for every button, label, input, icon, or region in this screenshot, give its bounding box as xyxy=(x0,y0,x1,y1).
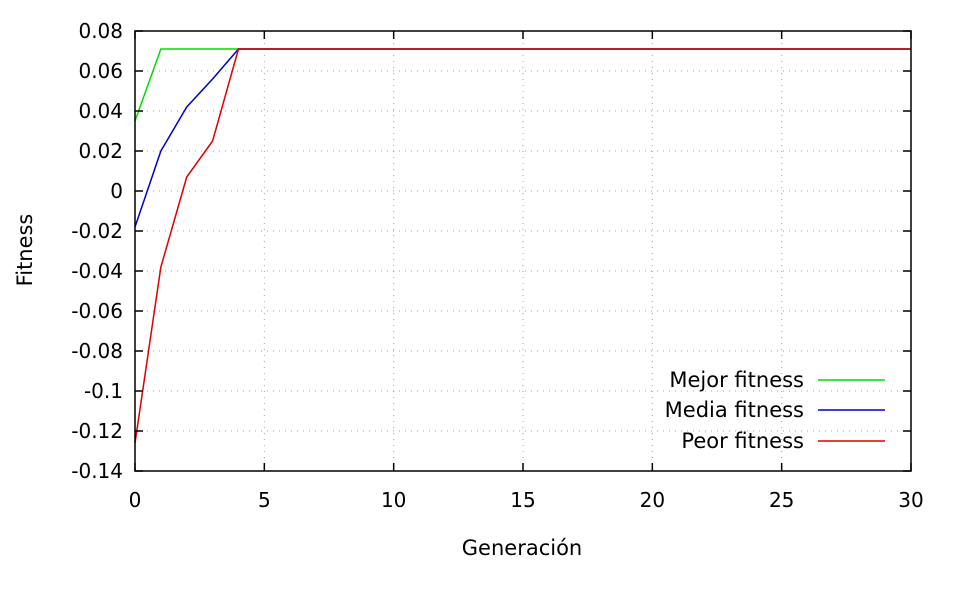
y-tick-label: -0.12 xyxy=(71,419,123,443)
x-tick-label: 0 xyxy=(129,488,142,512)
y-tick-label: -0.02 xyxy=(71,219,123,243)
y-tick-label: 0.06 xyxy=(78,59,123,83)
series-line-3 xyxy=(134,48,911,444)
series-line-2 xyxy=(134,48,911,228)
x-tick-label: 30 xyxy=(898,488,923,512)
x-axis: 0 5 10 15 20 25 30 xyxy=(129,31,924,512)
y-axis-label: Fitness xyxy=(13,214,37,287)
y-tick-label: 0.08 xyxy=(78,19,123,43)
x-tick-label: 10 xyxy=(381,488,406,512)
x-axis-label: Generación xyxy=(462,536,582,560)
series-lines xyxy=(134,48,911,444)
y-tick-label: -0.1 xyxy=(84,379,123,403)
y-tick-label: -0.06 xyxy=(71,299,123,323)
legend-label: Peor fitness xyxy=(681,429,804,453)
legend-label: Media fitness xyxy=(665,398,804,422)
y-tick-label: -0.08 xyxy=(71,339,123,363)
y-tick-label: -0.04 xyxy=(71,259,123,283)
y-tick-label: 0.02 xyxy=(78,139,123,163)
y-tick-label: 0.04 xyxy=(78,99,123,123)
x-tick-label: 15 xyxy=(510,488,535,512)
y-tick-label: 0 xyxy=(110,179,123,203)
x-tick-label: 20 xyxy=(640,488,665,512)
x-tick-label: 5 xyxy=(258,488,271,512)
grid xyxy=(135,31,911,471)
legend: Mejor fitness Media fitness Peor fitness xyxy=(665,368,885,453)
y-axis: -0.14 -0.12 -0.1 -0.08 -0.06 -0.04 -0.02 0 0.02 0… xyxy=(71,19,911,483)
y-tick-label: -0.14 xyxy=(71,459,123,483)
x-tick-label: 25 xyxy=(769,488,794,512)
legend-label: Mejor fitness xyxy=(669,368,804,392)
